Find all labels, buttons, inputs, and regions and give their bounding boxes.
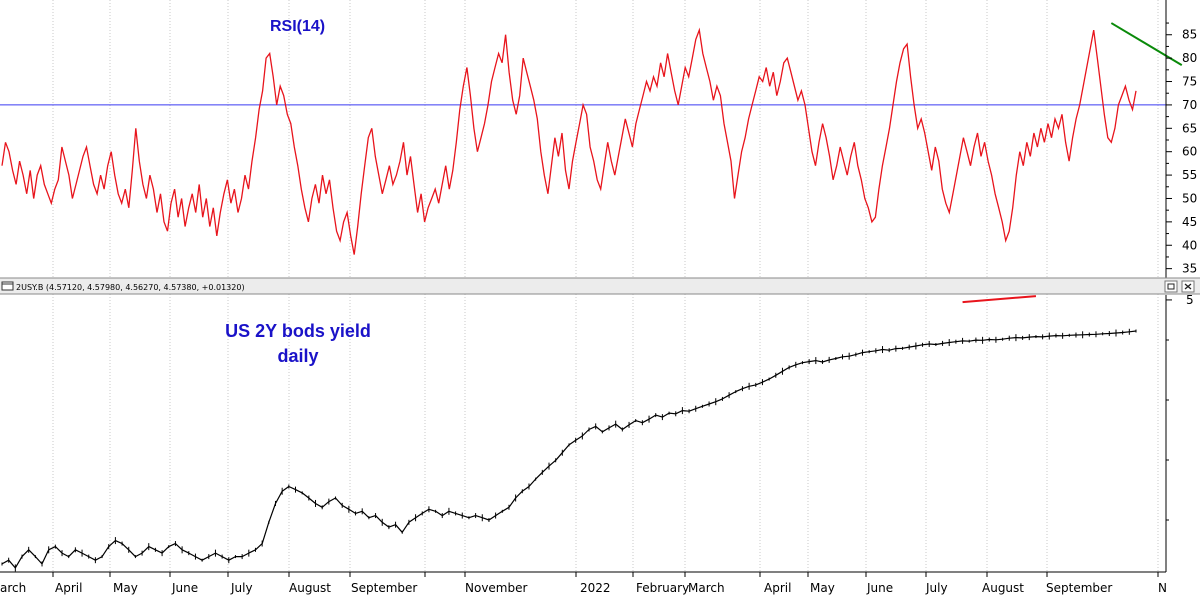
rsi-y-tick-label: 50 (1182, 191, 1197, 205)
price-panel-header-bar (0, 278, 1200, 294)
x-tick-label: May (810, 581, 835, 595)
rsi-y-axis-ticks: 35 40 45 50 55 60 65 70 75 80 85 (1166, 22, 1197, 276)
x-tick-label: July (230, 581, 253, 595)
x-tick-label: April (764, 581, 791, 595)
yield-title-line-1: US 2Y bods yield (225, 321, 371, 341)
price-panel-header-text: 2USY.B (4.57120, 4.57980, 4.56270, 4.573… (16, 283, 245, 292)
yield-title-line-2: daily (277, 346, 318, 366)
x-tick-label: July (925, 581, 948, 595)
x-tick-label: March (688, 581, 725, 595)
x-tick-label: September (351, 581, 417, 595)
x-tick-label: June (171, 581, 198, 595)
x-tick-label: February (636, 581, 689, 595)
restore-icon[interactable] (1164, 280, 1178, 293)
x-tick-label: arch (0, 581, 26, 595)
rsi-y-tick-label: 65 (1182, 121, 1197, 135)
rsi-y-tick-label: 75 (1182, 75, 1197, 89)
rsi-title: RSI(14) (270, 18, 325, 35)
rsi-y-tick-label: 80 (1182, 51, 1197, 65)
close-icon[interactable] (1181, 280, 1195, 293)
x-tick-label: June (866, 581, 893, 595)
x-tick-label: 2022 (580, 581, 611, 595)
rsi-y-tick-label: 85 (1182, 28, 1197, 42)
x-tick-label: April (55, 581, 82, 595)
panel-separator: 2USY.B (4.57120, 4.57980, 4.56270, 4.573… (0, 277, 1200, 295)
rsi-y-tick-label: 60 (1182, 145, 1197, 159)
rsi-y-tick-label: 70 (1182, 98, 1197, 112)
x-tick-label: N (1158, 581, 1167, 595)
x-tick-label: August (289, 581, 331, 595)
x-tick-label: August (982, 581, 1024, 595)
yield-y-axis-ticks: 5 (1166, 293, 1194, 521)
x-tick-label: September (1046, 581, 1112, 595)
x-axis-labels: arch April May June July August September Novem… (0, 572, 1167, 595)
x-tick-label: May (113, 581, 138, 595)
rsi-y-tick-label: 35 (1182, 262, 1197, 276)
yield-bar-ticks (1, 328, 1137, 572)
yield-trend-line-red (962, 295, 1037, 304)
window-icon (1, 281, 14, 291)
rsi-y-tick-label: 55 (1182, 168, 1197, 182)
rsi-y-tick-label: 45 (1182, 215, 1197, 229)
x-axis: arch April May June July August September Novem… (0, 571, 1167, 595)
rsi-y-tick-label: 40 (1182, 238, 1197, 252)
x-tick-label: November (465, 581, 527, 595)
yield-panel: US 2Y bods yield daily 5 (1, 293, 1194, 572)
yield-y-tick-label: 5 (1186, 293, 1194, 307)
rsi-series-line (1, 27, 1137, 255)
rsi-panel: RSI(14) 35 40 45 50 55 60 65 70 75 80 85 (0, 0, 1197, 278)
